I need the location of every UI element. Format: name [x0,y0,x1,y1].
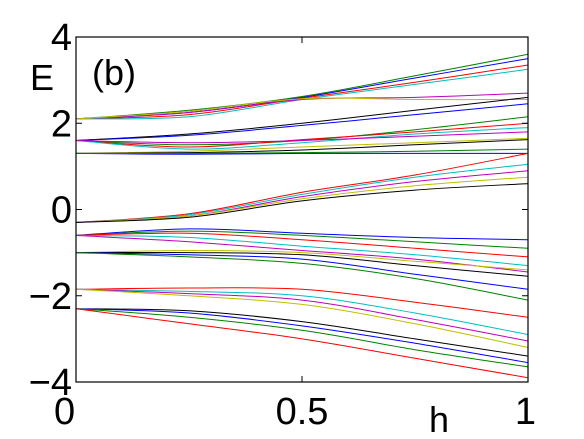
panel-label: (b) [92,52,136,93]
series-line-13 [75,137,529,154]
series-line-10 [75,122,529,148]
axis-ticks: −4 −2 0 2 4 0 0.5 1 [29,17,536,433]
series-line-28 [75,251,529,277]
y-tick-label: 0 [51,190,72,232]
series-line-4 [75,68,529,120]
series-line-35 [75,308,529,357]
series-line-34 [75,288,529,348]
series-line-29 [75,252,529,290]
series-line-16 [75,148,529,154]
y-axis-title: E [30,57,54,98]
series-line-36 [75,308,529,364]
series-line-2 [75,53,529,120]
series-line-18 [75,163,529,223]
y-tick-label: 2 [51,103,72,145]
series-line-3 [75,64,529,120]
series-line-22 [75,228,529,241]
series-line-25 [75,234,529,267]
series-line-6 [75,97,529,120]
series-line-8 [75,103,529,141]
series-line-11 [75,127,529,150]
series-line-15 [75,152,528,155]
x-tick-label: 1 [515,391,536,433]
x-tick-label: 0 [54,391,75,433]
series-line-31 [75,287,529,318]
series-line-7 [75,96,529,141]
series-line-30 [75,252,529,301]
x-axis-title: h [429,399,449,439]
series-line-19 [75,170,529,223]
x-tick-label: 0.5 [276,391,329,433]
series-line-38 [75,308,529,379]
series-line-24 [75,232,529,258]
series-lines [75,53,529,379]
series-line-33 [75,288,529,342]
y-tick-label: −2 [29,276,72,318]
series-line-32 [75,288,529,336]
series-line-17 [75,152,529,223]
y-tick-label: 4 [51,17,72,59]
series-line-14 [75,139,529,154]
series-line-21 [75,183,529,223]
series-line-12 [75,131,529,144]
series-line-37 [75,308,529,368]
y-tick-label: −4 [29,362,72,404]
series-line-20 [75,176,529,223]
series-line-23 [75,230,529,249]
series-line-26 [75,234,529,273]
series-line-5 [75,92,529,120]
series-line-27 [75,249,529,271]
